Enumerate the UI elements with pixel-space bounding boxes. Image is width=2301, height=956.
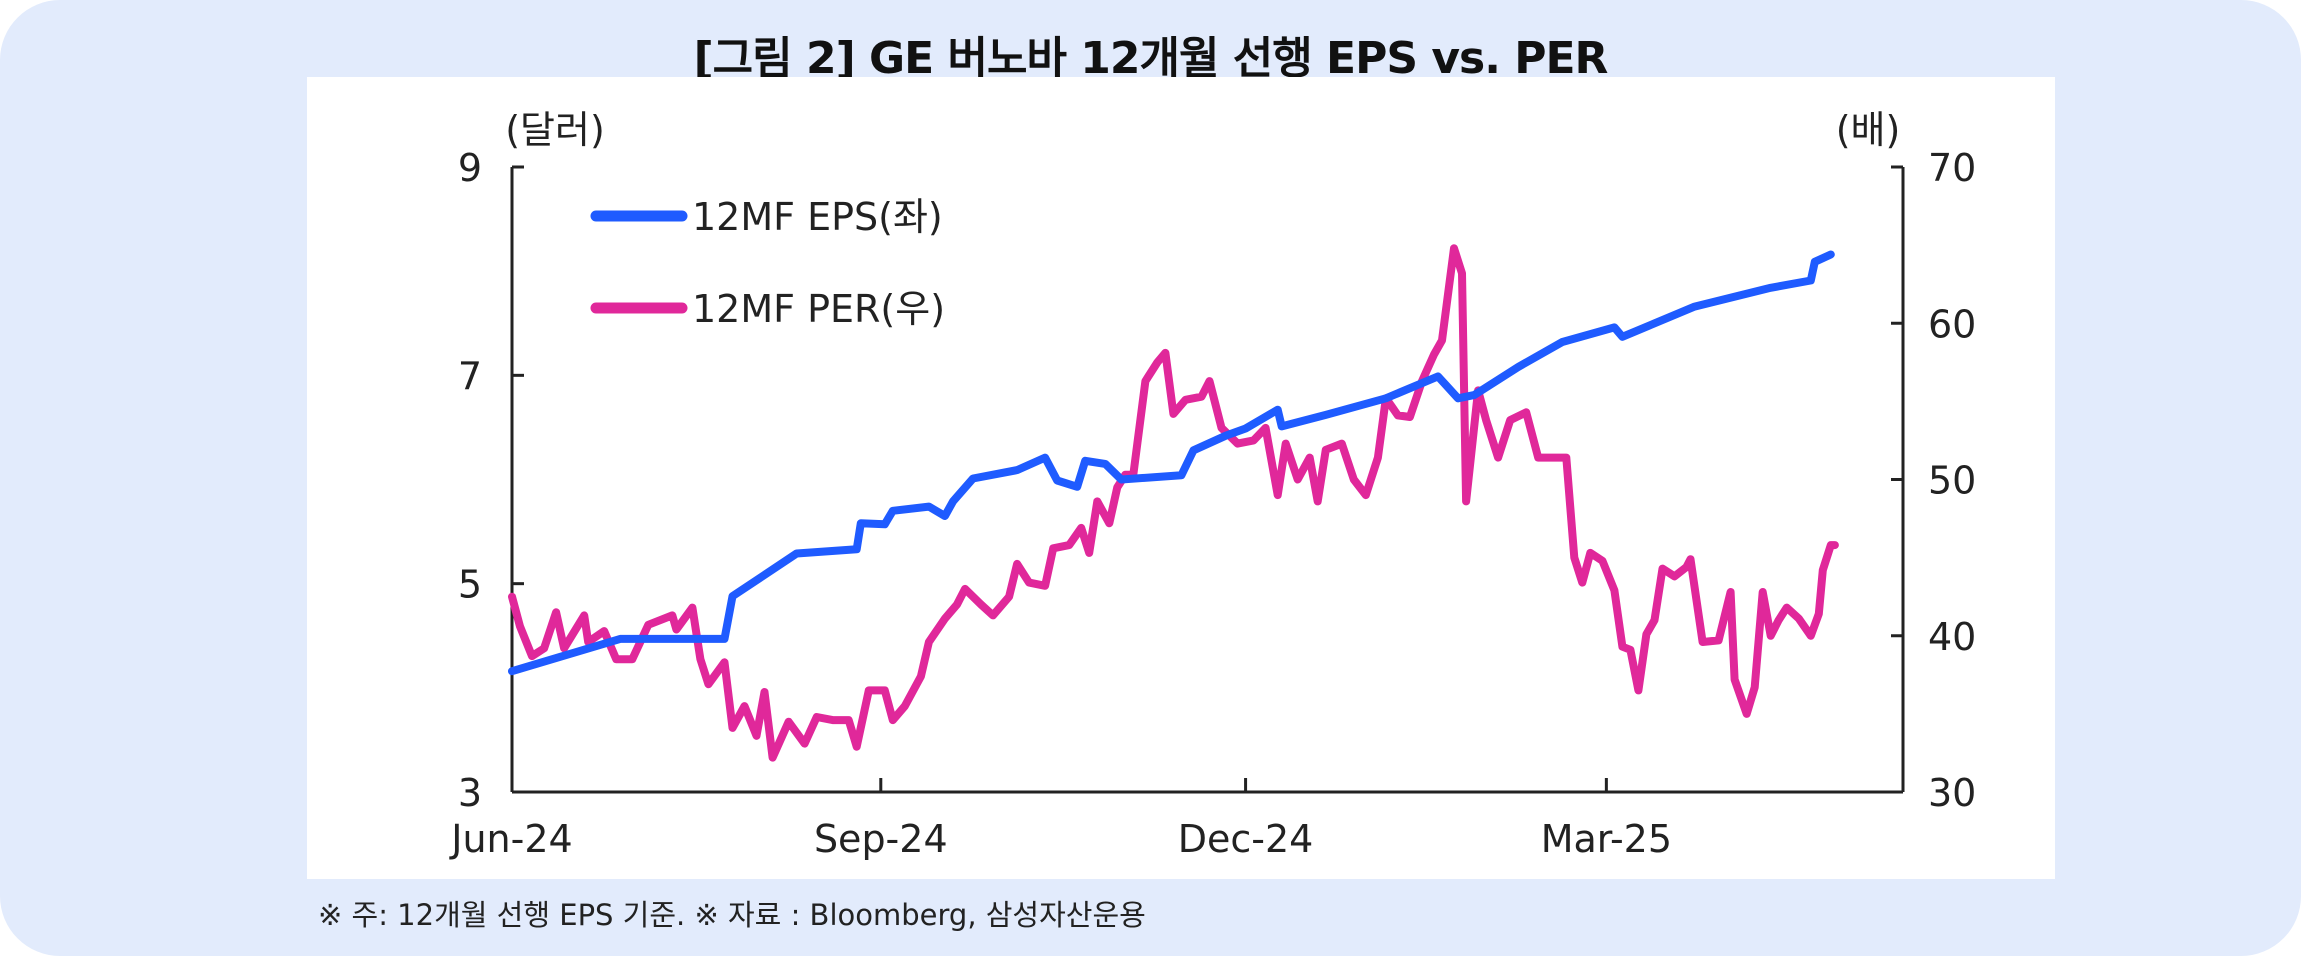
- left-tick-label: 9: [458, 146, 482, 190]
- right-tick-label: 60: [1928, 302, 1976, 346]
- eps-line: [508, 250, 1835, 676]
- right-tick-label: 50: [1928, 459, 1976, 503]
- left-tick-label: 7: [458, 354, 482, 398]
- x-tick-label: Dec-24: [1178, 817, 1314, 861]
- right-tick-label: 70: [1928, 146, 1976, 190]
- per-line: [508, 244, 1839, 762]
- right-axis-unit: (배): [1836, 108, 1901, 152]
- footnote: ※ 주: 12개월 선행 EPS 기준. ※ 자료 : Bloomberg, 삼…: [318, 898, 1146, 932]
- x-tick-label: Mar-25: [1541, 817, 1672, 861]
- chart-title: [그림 2] GE 버노바 12개월 선행 EPS vs. PER: [693, 33, 1609, 84]
- left-axis-unit: (달러): [505, 108, 605, 152]
- right-tick-label: 40: [1928, 615, 1976, 659]
- legend-label-per: 12MF PER(우): [692, 287, 945, 331]
- x-tick-label: Jun-24: [449, 817, 572, 861]
- right-tick-label: 30: [1928, 771, 1976, 815]
- left-tick-label: 3: [458, 771, 482, 815]
- left-tick-label: 5: [458, 563, 482, 607]
- legend-label-eps: 12MF EPS(좌): [692, 195, 943, 239]
- x-tick-label: Sep-24: [814, 817, 948, 861]
